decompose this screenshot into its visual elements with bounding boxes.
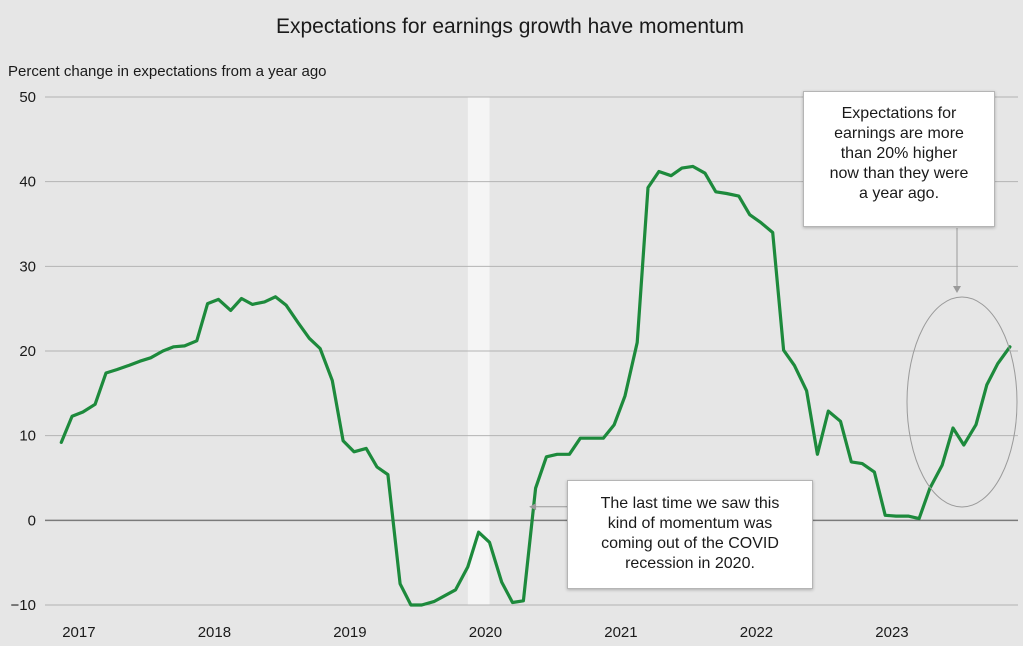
- annotation-callout-momentum: Expectations for earnings are more than …: [803, 91, 995, 227]
- y-tick-label: 0: [28, 512, 36, 529]
- gridlines: [45, 96, 1018, 606]
- x-tick-label: 2021: [604, 624, 637, 641]
- annotation-layer: [529, 228, 1018, 511]
- chart-title: Expectations for earnings growth have mo…: [276, 15, 744, 38]
- y-tick-labels: 50 40 30 20 10 0 −10: [11, 89, 36, 614]
- callout-line: earnings are more: [834, 125, 964, 142]
- series-layer: [59, 164, 1012, 607]
- callout-line: Expectations for: [841, 105, 957, 122]
- highlight-ellipse: [906, 296, 1018, 508]
- x-tick-label: 2019: [333, 624, 366, 641]
- callout-line: than 20% higher: [840, 145, 958, 162]
- callout-line: a year ago.: [858, 185, 940, 202]
- callout-line: recession in 2020.: [625, 555, 755, 572]
- y-axis-label: Percent change in expectations from a ye…: [8, 63, 327, 80]
- y-tick-label: 20: [19, 343, 36, 360]
- x-tick-label: 2017: [62, 624, 95, 641]
- x-tick-label: 2023: [875, 624, 908, 641]
- callout-line: The last time we saw this: [600, 495, 780, 512]
- y-tick-label: 10: [19, 428, 36, 445]
- x-tick-labels: 2017 2018 2019 2020 2021 2022 2023: [62, 624, 908, 641]
- x-tick-label: 2018: [198, 624, 231, 641]
- x-tick-label: 2020: [469, 624, 502, 641]
- callout-line: kind of momentum was: [607, 515, 773, 532]
- series-line: [59, 164, 1012, 607]
- y-tick-label: 50: [19, 89, 36, 106]
- annotation-callout-covid: The last time we saw this kind of moment…: [567, 480, 813, 589]
- callout-arrowhead: [529, 503, 537, 511]
- callout-line: coming out of the COVID: [601, 535, 779, 552]
- callout-arrowhead: [953, 285, 961, 293]
- y-tick-label: 30: [19, 258, 36, 275]
- y-tick-label: 40: [19, 174, 36, 191]
- y-tick-label: −10: [11, 597, 36, 614]
- x-tick-label: 2022: [740, 624, 773, 641]
- callout-line: now than they were: [829, 165, 969, 182]
